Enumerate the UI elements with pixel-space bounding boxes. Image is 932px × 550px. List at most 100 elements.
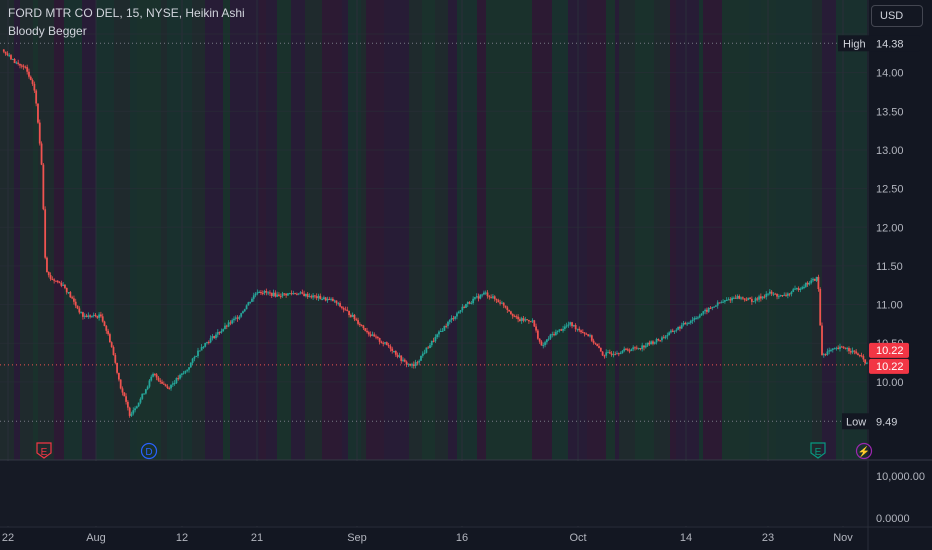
candle-body [715, 305, 717, 307]
candle-body [233, 318, 235, 321]
candle-body [270, 292, 273, 297]
indicator-band [812, 0, 822, 460]
candle-body [438, 331, 440, 335]
candle-body [842, 346, 845, 348]
candle-body [813, 278, 816, 281]
candle-body [87, 315, 90, 318]
candle-body [342, 307, 345, 310]
candle-body [139, 398, 142, 403]
indicator-band [82, 0, 96, 460]
candle-body [589, 335, 591, 337]
candle-body [839, 346, 841, 349]
candle-body [560, 329, 563, 331]
candle-body [313, 295, 316, 297]
candle-body [238, 316, 241, 319]
candle-body [804, 282, 807, 287]
candle-body [504, 305, 507, 308]
candle-body [420, 355, 422, 361]
candle-body [727, 299, 730, 301]
candle-body [689, 320, 692, 323]
price-axis-label: 12.00 [876, 222, 904, 234]
candle-body [745, 299, 748, 301]
candle-body [161, 381, 163, 384]
candle-body [657, 339, 660, 341]
candle-body [105, 326, 108, 331]
high-label-box [838, 35, 869, 52]
indicator-band [282, 0, 291, 460]
price-axis-label: 13.00 [876, 145, 904, 157]
earnings-marker-icon[interactable] [810, 442, 826, 459]
indicator-band [435, 0, 448, 460]
split-marker-icon[interactable] [855, 442, 873, 460]
indicator-band [259, 0, 266, 460]
candle-body [545, 339, 548, 343]
candle-body [310, 296, 313, 298]
candle-body [558, 329, 561, 331]
candle-body [322, 297, 325, 300]
candle-body [783, 294, 786, 296]
candle-body [526, 319, 528, 321]
candle-body [616, 353, 618, 355]
candle-body [349, 315, 352, 317]
dividend-marker-icon[interactable] [140, 442, 158, 460]
indicator-band [33, 0, 38, 460]
candle-body [10, 55, 12, 60]
candle-body [765, 293, 768, 297]
candle-body [429, 345, 431, 349]
candle-body [157, 377, 160, 381]
candle-body [646, 342, 649, 346]
candle-body [375, 336, 377, 338]
earnings-marker-icon[interactable] [36, 442, 52, 459]
indicator-title[interactable]: Bloody Begger [8, 24, 87, 38]
candle-body [33, 83, 36, 91]
indicator-band [266, 0, 277, 460]
candle-body [421, 353, 424, 356]
candle-body [315, 296, 318, 299]
candle-body [4, 51, 7, 54]
last-price-label: 10.22 [876, 345, 904, 357]
candle-body [303, 293, 306, 297]
candle-body [378, 337, 381, 342]
candle-body [567, 324, 570, 326]
candle-body [64, 284, 66, 288]
last-price-tag [869, 358, 909, 374]
candle-body [269, 292, 271, 294]
candle-body [752, 301, 755, 303]
candle-body [776, 293, 778, 297]
high-value-box [869, 35, 920, 52]
candle-body [2, 49, 5, 52]
candle-body [19, 63, 21, 66]
indicator-band [243, 0, 259, 460]
candle-body [414, 362, 417, 366]
candle-body [317, 295, 320, 299]
candle-body [85, 315, 88, 318]
candle-body [62, 284, 65, 286]
candle-body [590, 335, 593, 341]
candle-body [263, 290, 266, 294]
candle-body [225, 325, 228, 327]
candle-body [308, 296, 311, 298]
candle-body [786, 293, 789, 296]
candle-body [82, 312, 84, 317]
low-value: 9.49 [876, 416, 897, 428]
indicator-band [448, 0, 457, 460]
candle-body [648, 342, 651, 345]
candle-body [94, 314, 97, 317]
candle-body [565, 325, 568, 327]
candle-body [858, 355, 861, 357]
candle-body [572, 325, 575, 327]
candle-body [563, 326, 566, 329]
indicator-band [670, 0, 676, 460]
candle-body [65, 287, 68, 293]
candle-body [688, 322, 690, 324]
price-axis-label: 14.00 [876, 68, 904, 80]
currency-button[interactable]: USD [871, 5, 923, 27]
candle-body [141, 393, 144, 399]
candle-body [851, 350, 854, 353]
candle-body [707, 307, 710, 312]
candle-body [385, 342, 388, 345]
candle-body [251, 298, 253, 302]
candle-body [357, 320, 359, 324]
candle-body [326, 298, 329, 301]
